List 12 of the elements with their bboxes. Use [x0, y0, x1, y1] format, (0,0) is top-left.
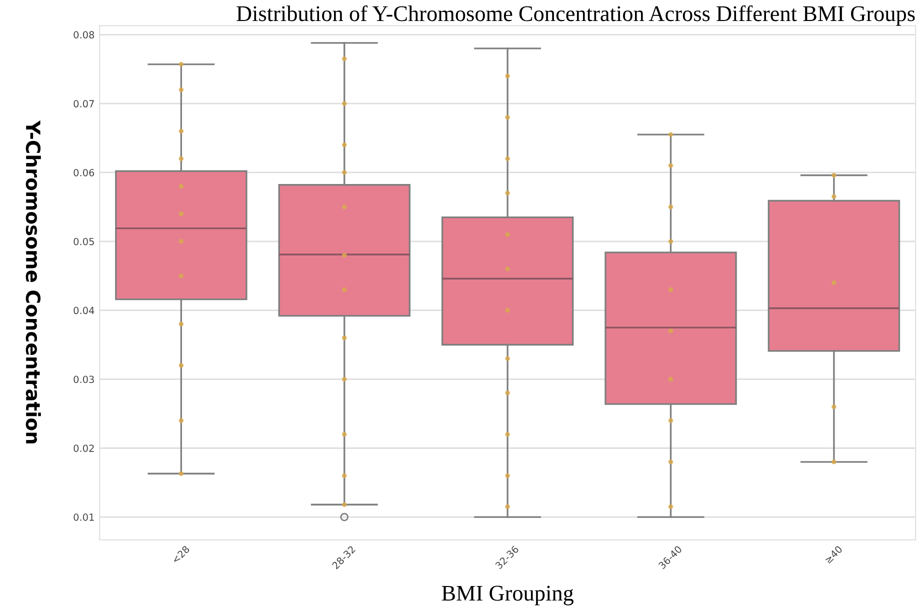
- y-tick-label: 0.07: [74, 100, 94, 108]
- y-tick-label: 0.06: [74, 168, 94, 176]
- chart-title: Distribution of Y-Chromosome Concentration Across Different BMI Groups: [236, 5, 915, 26]
- y-tick-label: 0.04: [74, 306, 94, 314]
- x-axis-title: BMI Grouping: [442, 586, 574, 606]
- y-tick-label: 0.02: [74, 444, 94, 452]
- y-tick-label: 0.03: [74, 376, 94, 384]
- x-tick-label: <28: [171, 545, 190, 564]
- y-tick-label: 0.01: [74, 514, 94, 521]
- y-tick-label: 0.08: [74, 31, 94, 38]
- y-axis-title: Y-Chromosome Concentration: [26, 120, 41, 444]
- y-tick-label: 0.05: [74, 238, 94, 246]
